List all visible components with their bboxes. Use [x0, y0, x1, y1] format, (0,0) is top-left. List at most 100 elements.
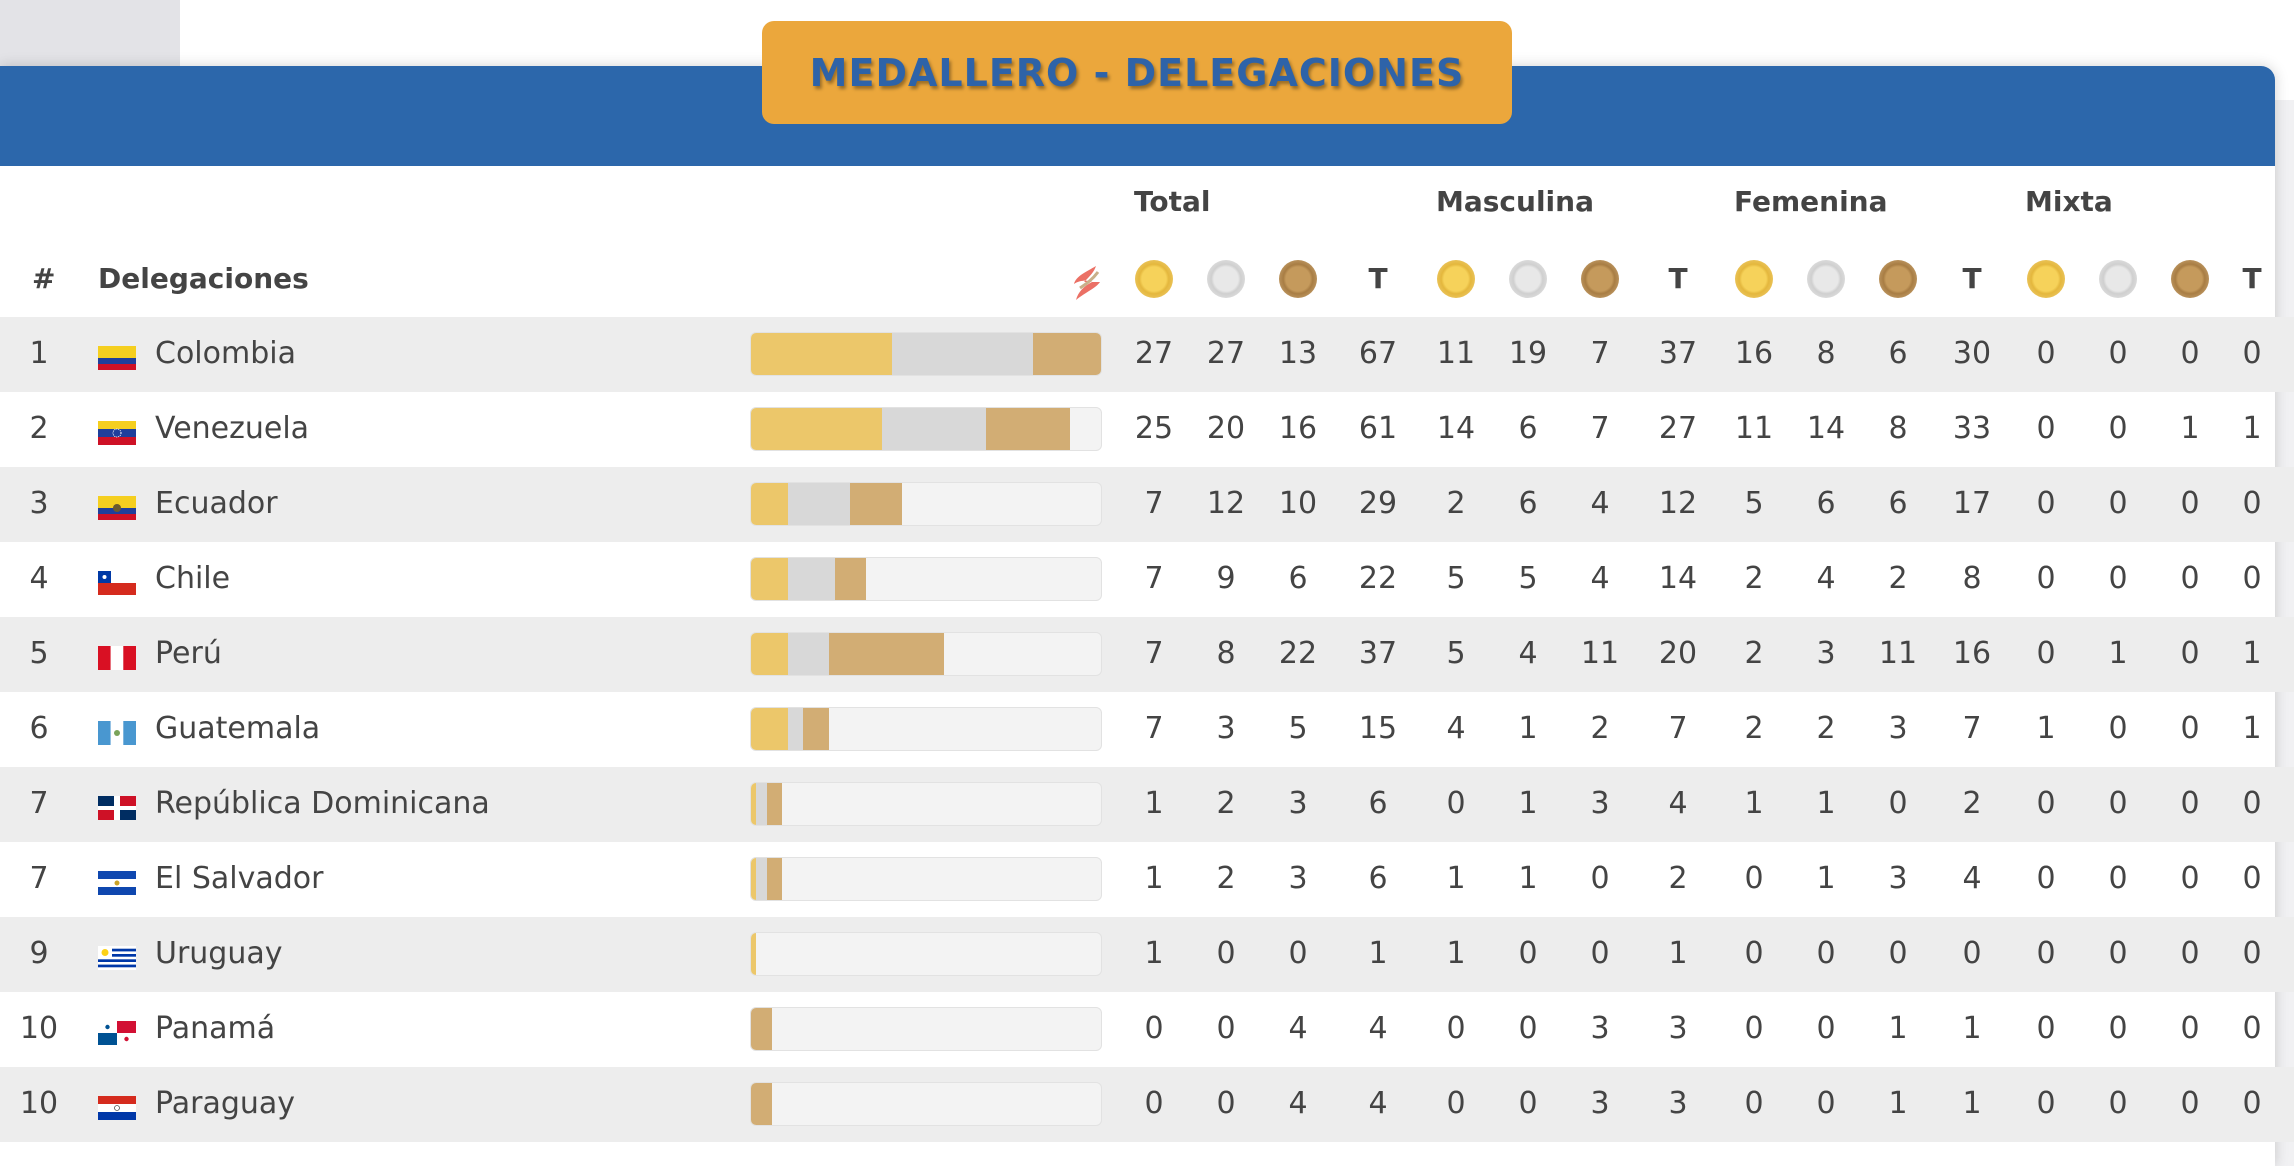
delegation-name[interactable]: Chile — [155, 561, 231, 596]
table-row[interactable]: 4 Chile 7 9 6 22 5 5 4 14 2 4 2 8 0 0 0 0 — [0, 542, 2294, 617]
total-silver-cell: 20 — [1206, 411, 1246, 446]
table-row[interactable]: 7 República Dominicana 1 2 3 6 0 1 3 4 1 1 0 2 0 0 0 0 — [0, 767, 2294, 842]
bronze-bar-segment — [850, 483, 903, 525]
rank-cell: 6 — [29, 711, 49, 746]
total-bronze-cell: 4 — [1288, 1011, 1308, 1046]
mixta-silver-cell: 0 — [2108, 1086, 2128, 1121]
mixta-silver-medal-header[interactable] — [2088, 260, 2148, 302]
delegation-name[interactable]: Panamá — [155, 1011, 276, 1046]
total-silver-cell: 9 — [1216, 561, 1236, 596]
silver-bar-segment — [787, 708, 804, 750]
table-row[interactable]: 10 Panamá 0 0 4 4 0 0 3 3 0 0 1 1 0 0 0 0 — [0, 992, 2294, 1067]
mixta-gold-cell: 0 — [2036, 411, 2056, 446]
delegation-name[interactable]: República Dominicana — [155, 786, 490, 821]
masculina-total-header[interactable]: T — [1668, 262, 1688, 295]
masculina-total-cell: 1 — [1668, 936, 1688, 971]
masculina-bronze-cell: 3 — [1590, 1086, 1610, 1121]
femenina-silver-cell: 2 — [1816, 711, 1836, 746]
masculina-gold-cell: 5 — [1446, 561, 1466, 596]
masculina-gold-cell: 0 — [1446, 1011, 1466, 1046]
mixta-total-cell: 1 — [2242, 711, 2262, 746]
total-gold-medal-header[interactable] — [1124, 260, 1184, 302]
bronze-medal-icon — [1581, 260, 1619, 298]
delegation-name[interactable]: Colombia — [155, 336, 296, 371]
table-row[interactable]: 9 Uruguay 1 0 0 1 1 0 0 1 0 0 0 0 0 0 0 0 — [0, 917, 2294, 992]
masculina-silver-cell: 0 — [1518, 936, 1538, 971]
total-bronze-cell: 22 — [1278, 636, 1318, 671]
rank-cell: 7 — [29, 861, 49, 896]
femenina-gold-cell: 5 — [1744, 486, 1764, 521]
femenina-total-cell: 33 — [1952, 411, 1992, 446]
delegation-name[interactable]: Perú — [155, 636, 222, 671]
total-bronze-cell: 0 — [1288, 936, 1308, 971]
gold-medal-icon — [1735, 260, 1773, 298]
total-gold-cell: 7 — [1144, 636, 1164, 671]
mixta-silver-cell: 0 — [2108, 411, 2128, 446]
total-total-cell: 4 — [1368, 1086, 1388, 1121]
table-row[interactable]: 2 Venezuela 25 20 16 61 14 6 7 27 11 14 8 33 0 0 1 1 — [0, 392, 2294, 467]
masculina-total-cell: 7 — [1668, 711, 1688, 746]
delegation-name[interactable]: Paraguay — [155, 1086, 296, 1121]
total-bronze-medal-header[interactable] — [1268, 260, 1328, 302]
delegation-name[interactable]: Ecuador — [155, 486, 278, 521]
table-row[interactable]: 1 Colombia 27 27 13 67 11 19 7 37 16 8 6 30 0 0 0 0 — [0, 317, 2294, 392]
masculina-gold-medal-header[interactable] — [1426, 260, 1486, 302]
masculina-silver-medal-header[interactable] — [1498, 260, 1558, 302]
mixta-bronze-medal-header[interactable] — [2160, 260, 2220, 302]
femenina-silver-cell: 0 — [1816, 1086, 1836, 1121]
femenina-bronze-cell: 2 — [1888, 561, 1908, 596]
total-gold-cell: 1 — [1144, 861, 1164, 896]
delegation-name[interactable]: Uruguay — [155, 936, 283, 971]
table-row[interactable]: 6 Guatemala 7 3 5 15 4 1 2 7 2 2 3 7 1 0 0 1 — [0, 692, 2294, 767]
masculina-gold-cell: 5 — [1446, 636, 1466, 671]
total-silver-medal-header[interactable] — [1196, 260, 1256, 302]
femenina-bronze-cell: 3 — [1888, 861, 1908, 896]
femenina-bronze-cell: 11 — [1878, 636, 1918, 671]
masculina-bronze-cell: 11 — [1580, 636, 1620, 671]
masculina-bronze-cell: 0 — [1590, 936, 1610, 971]
sports-logo-icon — [1074, 266, 1100, 300]
table-row[interactable]: 3 Ecuador 7 12 10 29 2 6 4 12 5 6 6 17 0 0 0 0 — [0, 467, 2294, 542]
delegations-header[interactable]: Delegaciones — [98, 262, 309, 295]
femenina-gold-cell: 11 — [1734, 411, 1774, 446]
flag-venezuela-icon — [98, 418, 136, 445]
delegation-name[interactable]: Venezuela — [155, 411, 310, 446]
masculina-bronze-cell: 7 — [1590, 411, 1610, 446]
mixta-total-cell: 0 — [2242, 336, 2262, 371]
femenina-bronze-medal-header[interactable] — [1868, 260, 1928, 302]
femenina-silver-cell: 0 — [1816, 1011, 1836, 1046]
bronze-bar-segment — [751, 1008, 772, 1050]
femenina-silver-medal-header[interactable] — [1796, 260, 1856, 302]
masculina-gold-cell: 4 — [1446, 711, 1466, 746]
mixta-gold-cell: 0 — [2036, 486, 2056, 521]
table-row[interactable]: 10 Paraguay 0 0 4 4 0 0 3 3 0 0 1 1 0 0 0 0 — [0, 1067, 2294, 1142]
silver-bar-segment — [787, 633, 830, 675]
mixta-bronze-cell: 0 — [2180, 786, 2200, 821]
mixta-total-header[interactable]: T — [2242, 262, 2262, 295]
delegation-name[interactable]: El Salvador — [155, 861, 324, 896]
title-badge: MEDALLERO - DELEGACIONES — [762, 21, 1512, 124]
mixta-gold-cell: 0 — [2036, 561, 2056, 596]
mixta-bronze-cell: 1 — [2180, 411, 2200, 446]
femenina-total-cell: 1 — [1962, 1086, 1982, 1121]
femenina-gold-cell: 1 — [1744, 786, 1764, 821]
femenina-gold-cell: 16 — [1734, 336, 1774, 371]
masculina-bronze-medal-header[interactable] — [1570, 260, 1630, 302]
mixta-gold-medal-header[interactable] — [2016, 260, 2076, 302]
femenina-total-header[interactable]: T — [1962, 262, 1982, 295]
silver-bar-segment — [756, 858, 767, 900]
gold-bar-segment — [751, 558, 788, 600]
femenina-gold-medal-header[interactable] — [1724, 260, 1784, 302]
rank-cell: 2 — [29, 411, 49, 446]
total-total-header[interactable]: T — [1368, 262, 1388, 295]
total-gold-cell: 25 — [1134, 411, 1174, 446]
table-row[interactable]: 5 Perú 7 8 22 37 5 4 11 20 2 3 11 16 0 1 0 1 — [0, 617, 2294, 692]
masculina-silver-cell: 4 — [1518, 636, 1538, 671]
masculina-gold-cell: 1 — [1446, 861, 1466, 896]
flag-chile-icon — [98, 568, 136, 595]
table-row[interactable]: 7 El Salvador 1 2 3 6 1 1 0 2 0 1 3 4 0 0 0 0 — [0, 842, 2294, 917]
mixta-silver-cell: 0 — [2108, 336, 2128, 371]
delegation-name[interactable]: Guatemala — [155, 711, 321, 746]
masculina-silver-cell: 6 — [1518, 411, 1538, 446]
total-silver-cell: 8 — [1216, 636, 1236, 671]
